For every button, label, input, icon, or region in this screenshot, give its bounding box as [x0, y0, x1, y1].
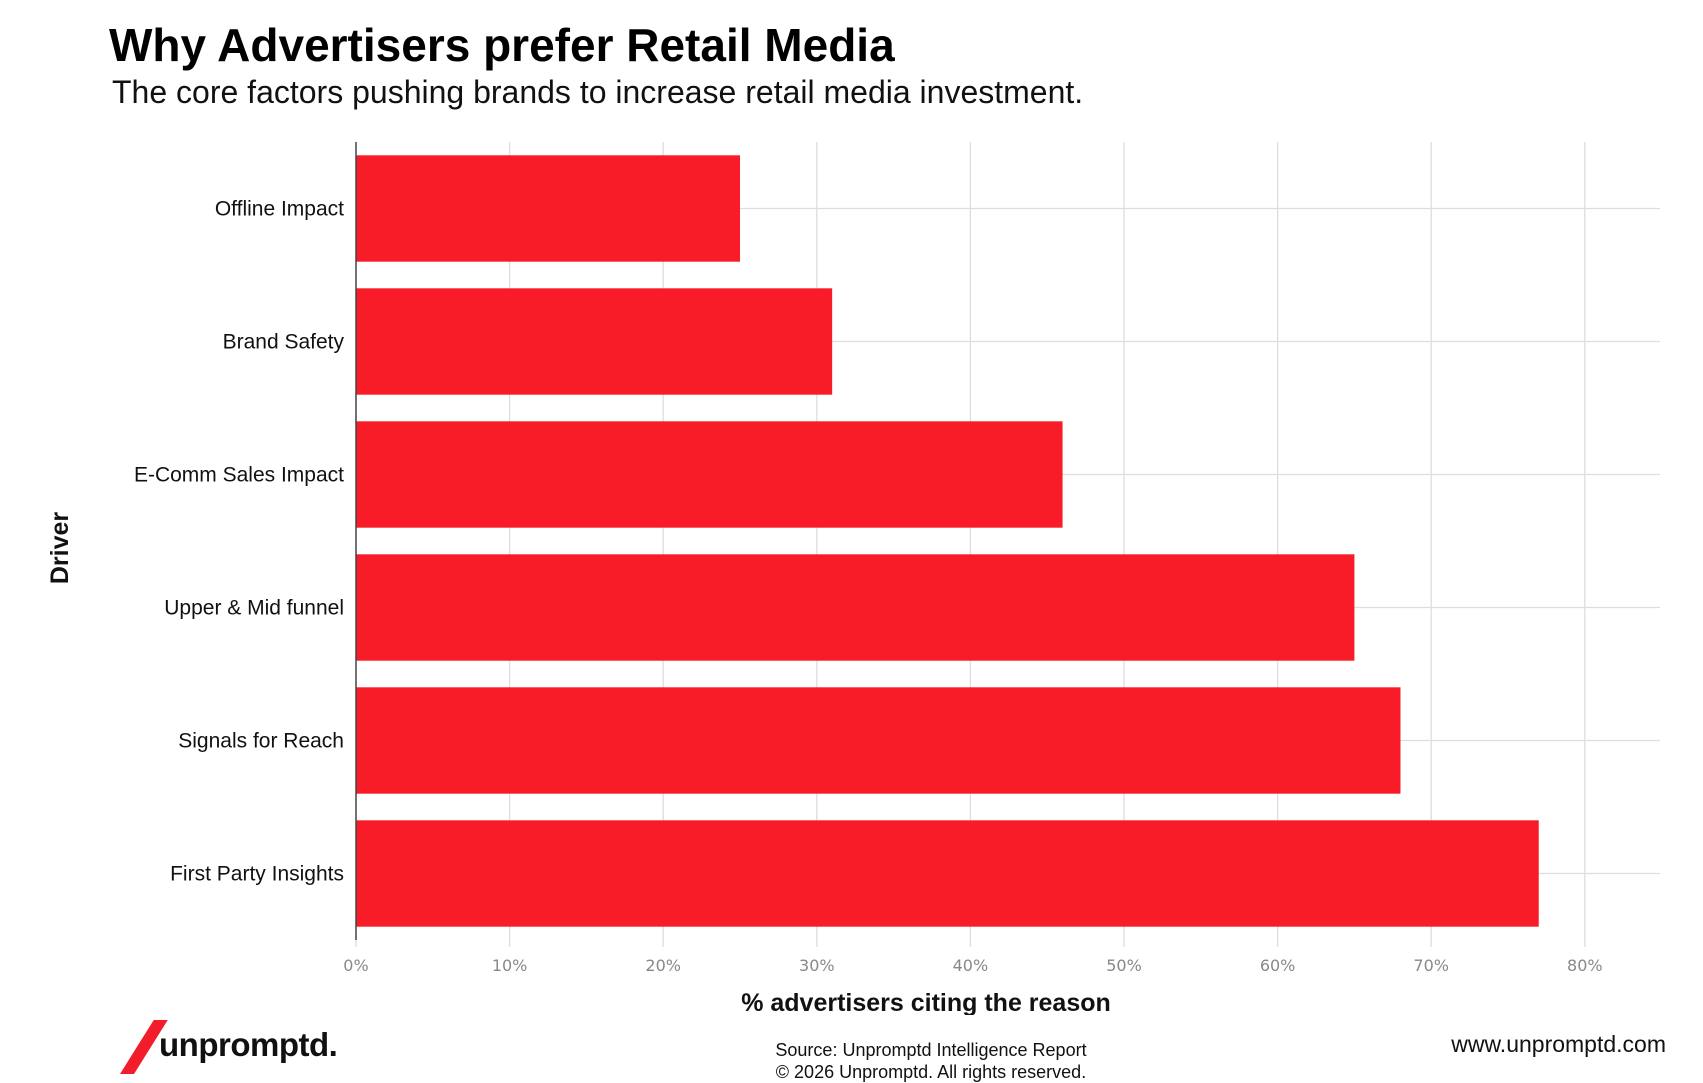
bar: [356, 421, 1063, 528]
x-tick-label: 0%: [343, 956, 368, 975]
website-url: www.unpromptd.com: [1451, 1031, 1666, 1057]
x-tick-label: 70%: [1413, 956, 1449, 975]
x-tick-label: 40%: [953, 956, 989, 975]
brand-name: unpromptd.: [159, 1026, 338, 1063]
bar: [356, 288, 833, 395]
y-category-label: First Party Insights: [170, 863, 344, 886]
brand-logo: unpromptd.: [116, 1018, 356, 1074]
x-tick-label: 50%: [1106, 956, 1142, 975]
bar: [356, 554, 1355, 661]
axis-layer: [355, 142, 1586, 947]
bar-chart: 0% 10% 20% 30% 40% 50% 60% 70% 80% Offline Impact…: [46, 142, 1660, 1016]
bar: [356, 155, 740, 262]
x-tick-label: 20%: [645, 956, 681, 975]
bar: [356, 687, 1401, 794]
source-note: Source: Unpromptd Intelligence Report © …: [715, 1039, 1147, 1083]
y-category-label: Upper & Mid funnel: [164, 597, 344, 620]
y-category-label: E-Comm Sales Impact: [134, 464, 344, 487]
source-text: Source: Unpromptd Intelligence Report: [775, 1040, 1087, 1060]
y-axis-title: Driver: [46, 512, 74, 585]
bar-layer: [356, 155, 1539, 927]
y-category-label: Signals for Reach: [178, 730, 344, 753]
x-axis-title: % advertisers citing the reason: [741, 989, 1111, 1015]
x-tick-label: 30%: [799, 956, 835, 975]
chart-subtitle: The core factors pushing brands to incre…: [112, 74, 1084, 110]
y-category-label: Offline Impact: [215, 198, 344, 221]
label-layer: 0% 10% 20% 30% 40% 50% 60% 70% 80% Offline Impact…: [46, 198, 1603, 1016]
x-tick-label: 60%: [1260, 956, 1296, 975]
chart-title: Why Advertisers prefer Retail Media: [109, 19, 895, 71]
x-tick-label: 80%: [1567, 956, 1603, 975]
copyright-text: © 2026 Unpromptd. All rights reserved.: [775, 1062, 1087, 1082]
y-category-label: Brand Safety: [223, 331, 345, 354]
x-tick-label: 10%: [492, 956, 528, 975]
bar: [356, 820, 1539, 927]
